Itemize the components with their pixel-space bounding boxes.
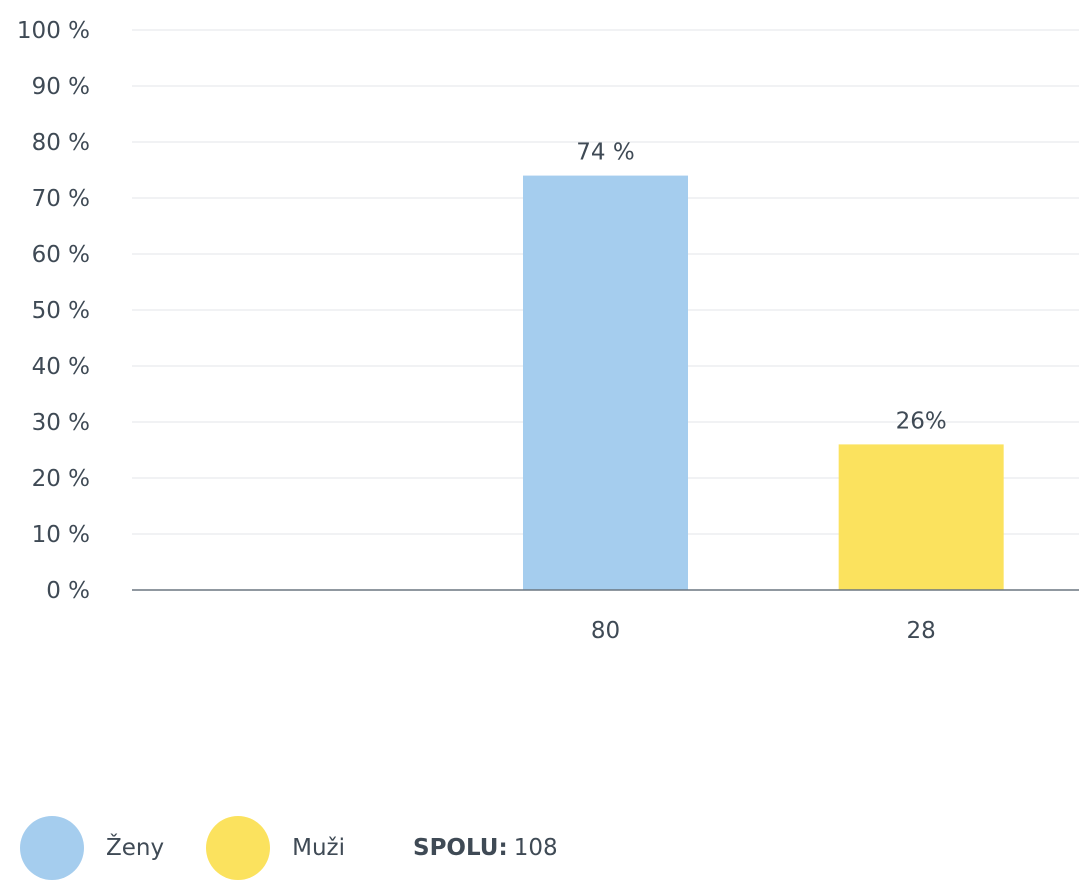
x-category-label: 80 bbox=[591, 618, 620, 644]
y-tick-label: 90 % bbox=[32, 74, 90, 100]
y-tick-label: 70 % bbox=[32, 186, 90, 212]
data-labels: 74 % 26% bbox=[576, 140, 946, 435]
legend-item-zeny: Ženy bbox=[20, 816, 164, 880]
bar-data-label: 74 % bbox=[576, 140, 634, 166]
total-label: SPOLU: bbox=[413, 835, 508, 861]
legend-swatch-zeny bbox=[20, 816, 84, 880]
x-category-label: 28 bbox=[907, 618, 936, 644]
bar-data-label: 26% bbox=[896, 408, 947, 434]
y-tick-label: 20 % bbox=[32, 466, 90, 492]
legend-item-muzi: Muži bbox=[206, 816, 345, 880]
bars bbox=[523, 175, 1004, 590]
legend-label-muzi: Muži bbox=[292, 835, 345, 861]
category-labels: 80 28 bbox=[591, 618, 936, 644]
y-tick-label: 0 % bbox=[46, 578, 90, 604]
y-tick-label: 50 % bbox=[32, 298, 90, 324]
y-tick-label: 100 % bbox=[17, 18, 90, 44]
y-tick-label: 10 % bbox=[32, 522, 90, 548]
y-tick-label: 30 % bbox=[32, 410, 90, 436]
legend: Ženy Muži SPOLU: 108 bbox=[20, 815, 558, 881]
legend-total: SPOLU: 108 bbox=[413, 835, 558, 861]
total-value: 108 bbox=[513, 835, 558, 861]
y-tick-label: 60 % bbox=[32, 242, 90, 268]
bar-chart: 0 % 10 % 20 % 30 % 40 % 50 % 60 % 70 % 80 % 90 % 1… bbox=[17, 18, 1079, 644]
y-tick-label: 80 % bbox=[32, 130, 90, 156]
y-axis-ticks: 0 % 10 % 20 % 30 % 40 % 50 % 60 % 70 % 80 % 90 % 1… bbox=[17, 18, 90, 604]
y-tick-label: 40 % bbox=[32, 354, 90, 380]
bar bbox=[838, 444, 1004, 590]
legend-label-zeny: Ženy bbox=[106, 835, 165, 861]
legend-swatch-muzi bbox=[206, 816, 271, 880]
bar bbox=[523, 175, 688, 590]
